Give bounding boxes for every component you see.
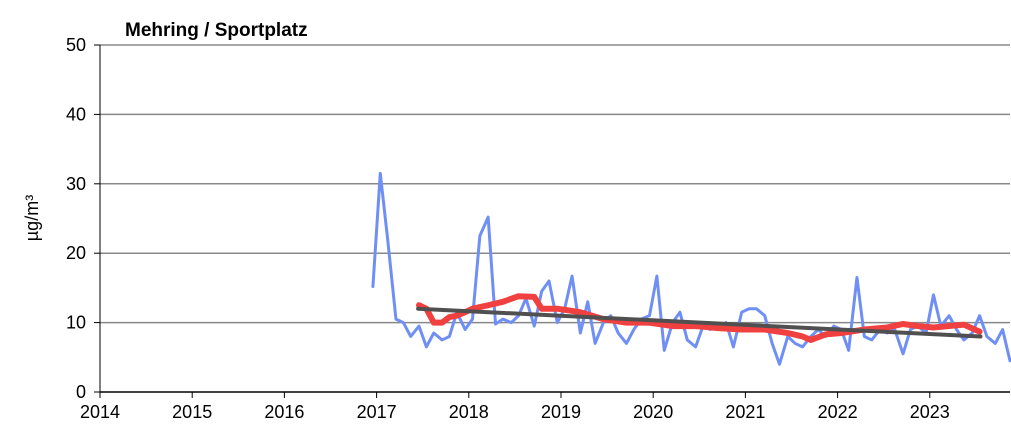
y-tick-label: 20 [66, 243, 86, 263]
x-tick-label: 2016 [264, 402, 304, 422]
x-tick-label: 2019 [541, 402, 581, 422]
x-tick-label: 2015 [172, 402, 212, 422]
x-tick-label: 2022 [818, 402, 858, 422]
x-tick-label: 2021 [725, 402, 765, 422]
x-tick-label: 2023 [910, 402, 950, 422]
y-tick-label: 0 [76, 382, 86, 402]
y-axis-label: µg/m³ [22, 195, 42, 241]
data-line [371, 171, 1011, 366]
y-tick-label: 50 [66, 35, 86, 55]
x-tick-label: 2017 [357, 402, 397, 422]
y-tick-label: 10 [66, 313, 86, 333]
data-line [416, 306, 983, 339]
x-tick-label: 2014 [80, 402, 120, 422]
y-tick-label: 30 [66, 174, 86, 194]
x-tick-label: 2020 [633, 402, 673, 422]
x-tick-label: 2018 [449, 402, 489, 422]
chart-title: Mehring / Sportplatz [125, 20, 308, 41]
y-tick-label: 40 [66, 104, 86, 124]
